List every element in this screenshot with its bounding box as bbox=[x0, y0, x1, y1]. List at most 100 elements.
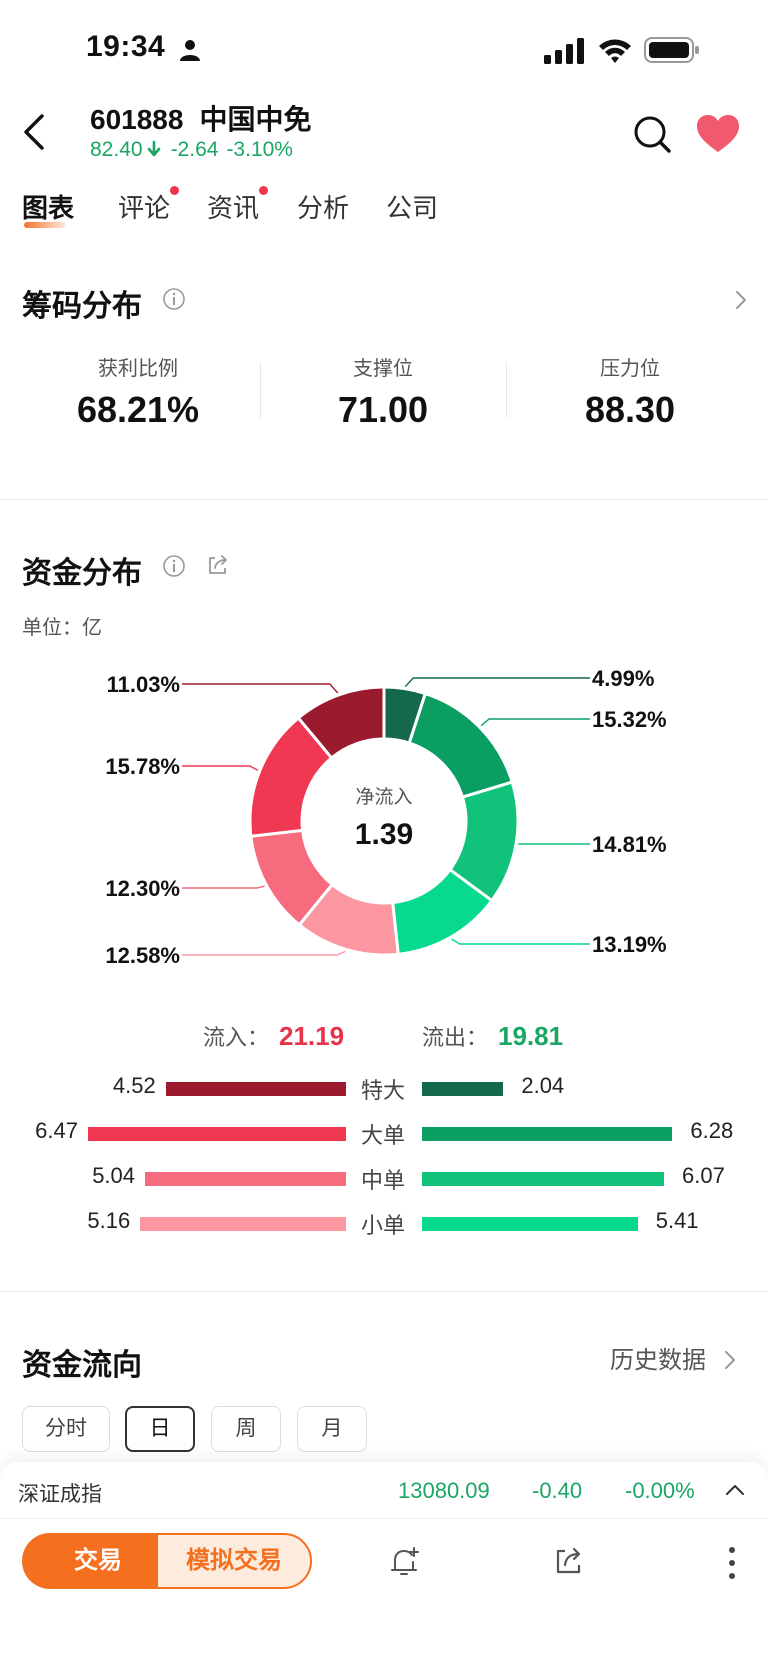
chevron-right-icon bbox=[724, 1351, 735, 1369]
outflow-total: 19.81 bbox=[498, 1021, 564, 1051]
inflow-label: 流入： bbox=[203, 1025, 270, 1050]
donut-leader-line bbox=[480, 718, 590, 727]
period-tab-day[interactable]: 日 bbox=[125, 1406, 195, 1452]
person-icon bbox=[180, 40, 200, 61]
stat-divider bbox=[260, 362, 261, 418]
stat-value: 88.30 bbox=[584, 389, 676, 430]
status-time: 19:34 bbox=[86, 30, 166, 63]
inflow-value: 4.52 bbox=[112, 1073, 156, 1098]
donut-leader-line bbox=[182, 950, 346, 956]
stock-change: -2.64 bbox=[170, 138, 219, 161]
back-button[interactable] bbox=[16, 110, 52, 154]
fund-bar-row: 6.47 大单 6.28 bbox=[0, 1114, 768, 1154]
arrow-down-icon bbox=[147, 140, 160, 157]
tab-comments-label: 评论 bbox=[118, 193, 171, 223]
unit-label: 单位：亿 bbox=[22, 617, 102, 639]
outflow-value: 6.07 bbox=[682, 1163, 725, 1188]
outflow-bar bbox=[422, 1082, 504, 1096]
index-name: 深证成指 bbox=[18, 1483, 102, 1506]
index-change-pct: -0.00% bbox=[625, 1478, 695, 1503]
outflow-summary: 流出： 19.81 bbox=[422, 1020, 563, 1052]
stock-code: 601888 bbox=[90, 104, 184, 135]
chip-distribution-title: 筹码分布 bbox=[22, 290, 142, 323]
info-icon[interactable] bbox=[162, 554, 186, 578]
chevron-right-icon[interactable] bbox=[733, 288, 749, 312]
stat-divider bbox=[506, 362, 507, 418]
tab-chart[interactable]: 图表 bbox=[22, 188, 75, 228]
fund-bar-row: 5.16 小单 5.41 bbox=[0, 1204, 768, 1244]
add-alert-bell-icon[interactable] bbox=[388, 1545, 422, 1579]
share-icon[interactable] bbox=[206, 553, 230, 577]
donut-leader-line bbox=[182, 885, 265, 889]
outflow-bar bbox=[422, 1172, 665, 1186]
stock-name: 中国中免 bbox=[199, 104, 312, 135]
donut-slice-label: 15.32% bbox=[592, 707, 667, 732]
inflow-summary: 流入： 21.19 bbox=[203, 1020, 344, 1052]
donut-slice-label: 14.81% bbox=[592, 832, 667, 857]
inflow-total: 21.19 bbox=[279, 1021, 345, 1051]
outflow-bar bbox=[422, 1217, 638, 1231]
stock-quote: 82.40 -2.64 -3.10% bbox=[90, 138, 301, 162]
donut-leader-line bbox=[451, 938, 590, 945]
tab-news-label: 资讯 bbox=[207, 193, 260, 223]
tab-news[interactable]: 资讯 bbox=[207, 186, 268, 225]
outflow-value: 5.41 bbox=[655, 1208, 699, 1233]
stat-label: 获利比例 bbox=[98, 358, 178, 380]
stock-title: 601888 中国中免 bbox=[90, 98, 327, 138]
profit-ratio-stat: 获利比例 68.21% bbox=[18, 352, 258, 431]
outflow-bar bbox=[422, 1127, 673, 1141]
inflow-value: 5.16 bbox=[87, 1208, 131, 1233]
chevron-up-icon[interactable] bbox=[724, 1482, 746, 1498]
period-tab-intraday[interactable]: 分时 bbox=[22, 1406, 110, 1452]
order-size-label: 特大 bbox=[361, 1078, 406, 1103]
info-icon[interactable] bbox=[162, 287, 186, 311]
stat-label: 压力位 bbox=[600, 358, 660, 380]
simulated-trade-button[interactable]: 模拟交易 bbox=[156, 1533, 312, 1589]
index-ticker[interactable]: 深证成指 13080.09 -0.40 -0.00% bbox=[0, 1462, 768, 1518]
fund-distribution-title: 资金分布 bbox=[22, 557, 142, 590]
search-button[interactable] bbox=[632, 114, 672, 154]
donut-leader-line bbox=[182, 765, 259, 771]
inflow-bar bbox=[140, 1217, 346, 1231]
trade-button[interactable]: 交易 bbox=[22, 1533, 174, 1589]
inflow-bar bbox=[88, 1127, 346, 1141]
index-change: -0.40 bbox=[532, 1478, 583, 1503]
tab-company[interactable]: 公司 bbox=[386, 188, 438, 225]
fund-bar-row: 5.04 中单 6.07 bbox=[0, 1159, 768, 1199]
donut-slice-label: 15.78% bbox=[105, 754, 180, 779]
donut-slice-label: 12.30% bbox=[105, 876, 180, 901]
order-size-label: 大单 bbox=[361, 1123, 406, 1148]
stock-header: 601888 中国中免 82.40 -2.64 -3.10% bbox=[0, 96, 768, 166]
section-divider bbox=[0, 1291, 768, 1292]
section-divider bbox=[0, 499, 768, 500]
unread-dot bbox=[259, 186, 268, 195]
outflow-label: 流出： bbox=[422, 1025, 489, 1050]
period-tab-week[interactable]: 周 bbox=[211, 1406, 281, 1452]
resistance-level-stat: 压力位 88.30 bbox=[510, 352, 750, 431]
donut-leader-line bbox=[404, 677, 590, 688]
support-level-stat: 支撑位 71.00 bbox=[263, 352, 503, 431]
inflow-bar bbox=[145, 1172, 346, 1186]
donut-slice-label: 4.99% bbox=[592, 666, 654, 691]
stat-label: 支撑位 bbox=[353, 358, 413, 380]
fund-flow-title: 资金流向 bbox=[22, 1349, 142, 1382]
cellular-signal-icon bbox=[544, 38, 584, 64]
inflow-value: 5.04 bbox=[92, 1163, 136, 1188]
inflow-bar bbox=[165, 1082, 346, 1096]
donut-slice-label: 13.19% bbox=[592, 932, 667, 957]
net-inflow-label: 净流入 bbox=[355, 786, 412, 808]
share-icon[interactable] bbox=[553, 1545, 585, 1577]
tab-analysis[interactable]: 分析 bbox=[297, 188, 349, 225]
fund-distribution-donut-chart: 4.99% 15.32% 14.81% 13.19% 12.58% 12.30% 15.78… bbox=[105, 666, 667, 968]
status-bar: 19:34 bbox=[0, 0, 768, 100]
favorite-heart-button[interactable] bbox=[696, 114, 740, 154]
battery-icon bbox=[644, 37, 699, 63]
more-options-icon[interactable] bbox=[724, 1545, 740, 1581]
bottom-action-bar: 交易 模拟交易 bbox=[0, 1518, 768, 1665]
tab-chart-label: 图表 bbox=[22, 193, 75, 223]
tab-comments[interactable]: 评论 bbox=[118, 186, 179, 225]
donut-slice-label: 12.58% bbox=[105, 943, 180, 968]
history-data-link[interactable]: 历史数据 bbox=[610, 1340, 737, 1375]
tab-company-label: 公司 bbox=[386, 193, 439, 223]
period-tab-month[interactable]: 月 bbox=[297, 1406, 367, 1452]
